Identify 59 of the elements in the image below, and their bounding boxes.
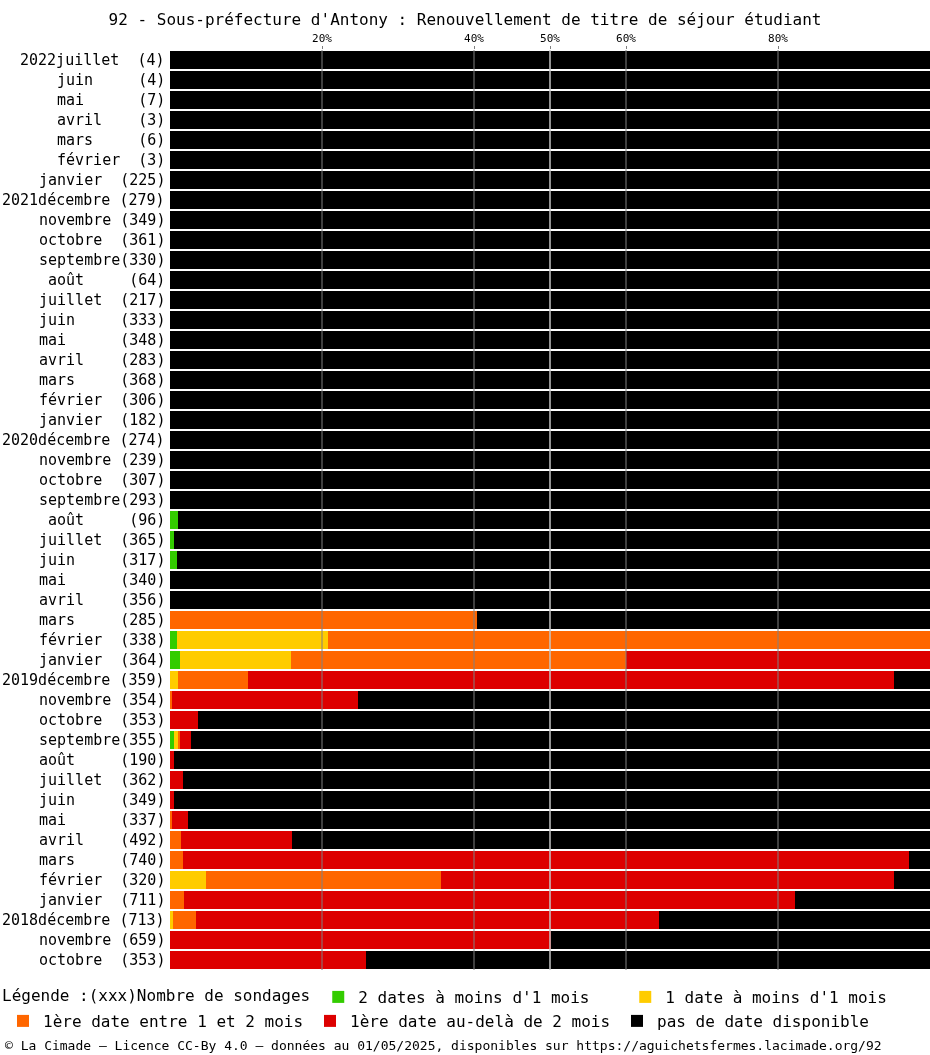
y-tick-label: 2018décembre (713)	[2, 911, 165, 929]
y-tick-label: octobre (353)	[39, 951, 166, 969]
y-tick-label: novembre (239)	[39, 451, 166, 469]
y-tick-label: novembre (349)	[39, 211, 166, 229]
y-tick-label: 2021décembre (279)	[2, 191, 165, 209]
legend-label: 1ère date au-delà de 2 mois	[350, 1012, 611, 1032]
y-tick-label: mai (348)	[39, 331, 166, 349]
y-tick-label: janvier (711)	[39, 891, 166, 909]
y-tick-label: mars (285)	[39, 611, 166, 629]
y-tick-label: juin (4)	[57, 71, 166, 89]
legend-label: 2 dates à moins d'1 mois	[358, 988, 590, 1008]
y-tick-label: mars (368)	[39, 371, 166, 389]
x-tick-label: 40%	[464, 31, 485, 45]
y-tick-label: mars (6)	[57, 131, 166, 149]
y-tick-label: juillet (362)	[39, 771, 166, 789]
y-tick-label: février (3)	[57, 151, 166, 169]
legend-label: 1ère date entre 1 et 2 mois	[43, 1012, 304, 1032]
y-tick-label: janvier (364)	[39, 651, 166, 669]
y-tick-label: mars (740)	[39, 851, 166, 869]
y-tick-label: novembre (354)	[39, 691, 166, 709]
legend-label: 1 date à moins d'1 mois	[665, 988, 887, 1008]
x-tick-label: 50%	[540, 31, 561, 45]
y-tick-label: septembre(355)	[39, 731, 166, 749]
y-tick-label: juillet (217)	[39, 291, 166, 309]
y-tick-label: juillet (365)	[39, 531, 166, 549]
y-tick-label: mai (7)	[57, 91, 166, 109]
x-tick-label: 20%	[312, 31, 333, 45]
y-tick-label: août (96)	[48, 511, 166, 529]
y-tick-label: février (320)	[39, 871, 166, 889]
y-tick-label: juin (317)	[39, 551, 166, 569]
y-tick-label: 2022juillet (4)	[20, 51, 165, 69]
y-tick-label: mai (337)	[39, 811, 166, 829]
y-tick-label: janvier (225)	[39, 171, 166, 189]
y-tick-label: septembre(293)	[39, 491, 166, 509]
y-tick-label: juin (333)	[39, 311, 166, 329]
y-tick-label: 2020décembre (274)	[2, 431, 165, 449]
y-tick-label: août (190)	[39, 751, 166, 769]
legend-label: pas de date disponible	[657, 1012, 869, 1032]
x-tick-label: 60%	[616, 31, 637, 45]
y-tick-label: mai (340)	[39, 571, 166, 589]
legend-title: Légende :(xxx)Nombre de sondages	[2, 985, 311, 1005]
y-tick-label: avril (283)	[39, 351, 166, 369]
text: © La Cimade — Licence CC-By 4.0 — données au 01/05/2025, disponibles sur https://aguichetsfermes.lacimade.org/92	[5, 1038, 882, 1053]
y-tick-label: juin (349)	[39, 791, 166, 809]
y-tick-label: novembre (659)	[39, 931, 166, 949]
y-tick-label: février (306)	[39, 391, 166, 409]
y-tick-label: février (338)	[39, 631, 166, 649]
y-tick-label: octobre (361)	[39, 231, 166, 249]
y-tick-label: avril (3)	[57, 111, 166, 129]
y-tick-label: 2019décembre (359)	[2, 671, 165, 689]
y-tick-label: octobre (307)	[39, 471, 166, 489]
chart-title: 92 - Sous-préfecture d'Antony : Renouvellement de titre de séjour étudiant	[108, 9, 822, 29]
y-tick-label: avril (492)	[39, 831, 166, 849]
x-tick-label: 80%	[768, 31, 789, 45]
y-tick-label: octobre (353)	[39, 711, 166, 729]
y-tick-label: août (64)	[48, 271, 166, 289]
y-tick-label: avril (356)	[39, 591, 166, 609]
y-tick-label: septembre(330)	[39, 251, 166, 269]
y-tick-label: janvier (182)	[39, 411, 166, 429]
